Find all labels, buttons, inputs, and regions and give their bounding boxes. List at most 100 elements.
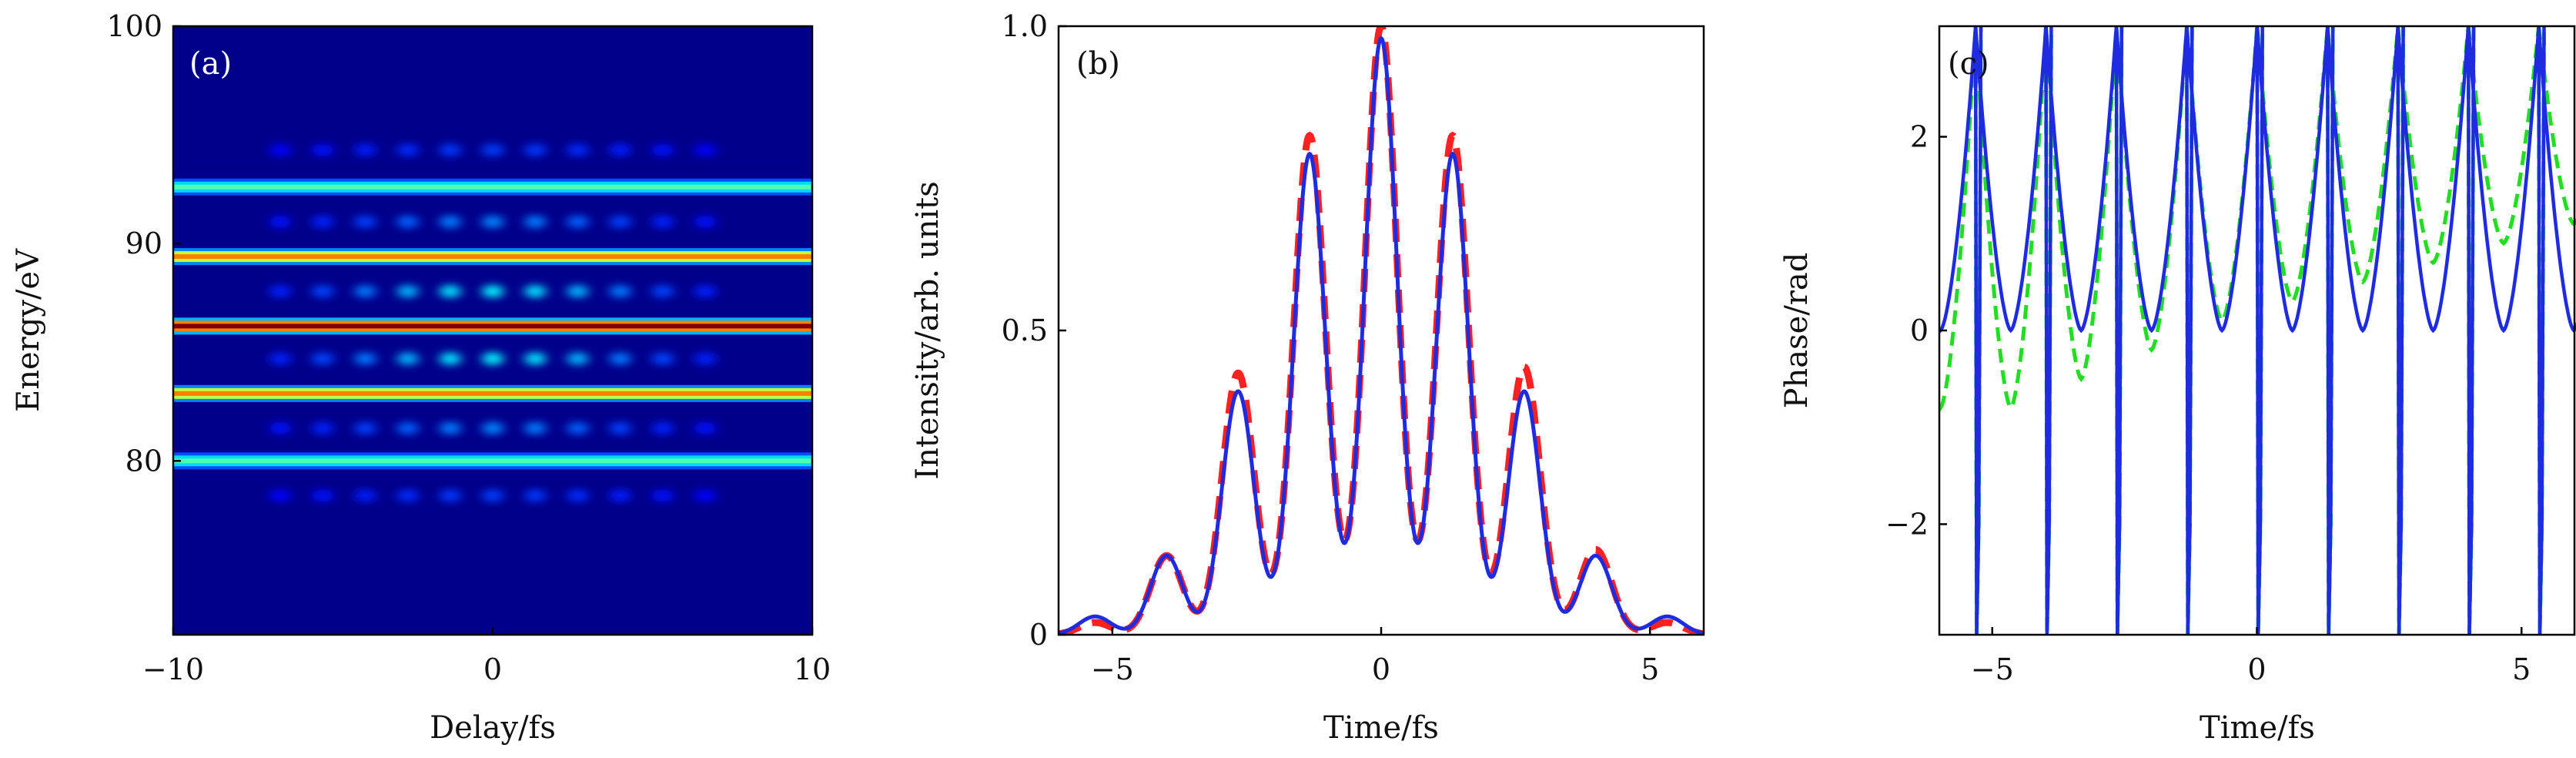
fringe-spot <box>567 143 589 156</box>
fringe-spot <box>312 421 334 434</box>
fringe-spot <box>312 352 334 365</box>
series-measured-phase <box>1939 26 2576 635</box>
fringe-spot <box>567 215 589 228</box>
harmonic-band-core <box>173 391 812 396</box>
panel-c: −5 0 5 −2 0 2 (c) Time/fs Phase/rad <box>1779 25 2576 746</box>
fringe-spot <box>524 421 547 434</box>
fringe-spot <box>354 421 376 434</box>
fringe-spot <box>651 421 674 434</box>
x-tick-label: 0 <box>2247 652 2266 686</box>
fringe-spot <box>609 421 631 434</box>
fringe-spot <box>396 143 419 156</box>
x-tick-label: −10 <box>142 652 204 686</box>
axis-ticks-b: −5 0 5 0 0.5 1.0 <box>1002 9 1660 686</box>
y-tick-label: 90 <box>125 226 162 260</box>
plot-frame-b <box>1057 25 1705 636</box>
x-tick-label: −5 <box>1091 652 1134 686</box>
y-axis-label-a: Energy/eV <box>11 248 46 412</box>
fringe-spot <box>651 143 674 156</box>
fringe-spot <box>694 215 716 228</box>
panel-label-c: (c) <box>1948 46 1989 82</box>
fringe-spot <box>482 143 503 156</box>
fringe-spot <box>439 143 461 156</box>
fringe-spot <box>354 143 376 156</box>
fringe-spot <box>694 285 716 298</box>
x-tick-label: 10 <box>794 652 831 686</box>
fringe-layer <box>269 143 716 502</box>
harmonic-band-core <box>173 458 812 464</box>
fringe-spot <box>439 215 461 228</box>
y-tick-label: 0 <box>1910 314 1929 347</box>
fringe-spot <box>396 489 419 502</box>
x-tick-label: 0 <box>483 652 502 686</box>
fringe-spot <box>609 143 631 156</box>
fringe-spot <box>694 352 716 365</box>
y-tick-label: 0.5 <box>1002 314 1048 347</box>
fringe-spot <box>609 352 631 365</box>
fringe-spot <box>609 489 631 502</box>
fringe-spot <box>567 421 589 434</box>
y-axis-label-c: Phase/rad <box>1779 253 1815 409</box>
panel-a: −10 0 10 80 90 100 (a) Delay/fs Energy/eV <box>11 9 831 746</box>
fringe-spot <box>354 215 376 228</box>
fringe-spot <box>524 143 547 156</box>
fringe-spot <box>439 285 461 298</box>
fringe-spot <box>651 489 674 502</box>
fringe-spot <box>439 489 461 502</box>
fringe-spot <box>482 489 503 502</box>
harmonic-band-core <box>173 254 812 260</box>
fringe-spot <box>651 352 674 365</box>
y-tick-label: 80 <box>125 444 162 478</box>
fringe-spot <box>482 352 503 365</box>
x-axis-label-a: Delay/fs <box>430 710 556 746</box>
fringe-spot <box>269 143 292 156</box>
fringe-spot <box>609 285 631 298</box>
series-retrieved <box>1059 35 1704 635</box>
panel-b: −5 0 5 0 0.5 1.0 (b) Time/fs Intensity/arb. u… <box>910 9 1705 746</box>
fringe-spot <box>567 489 589 502</box>
fringe-spot <box>651 285 674 298</box>
axis-ticks-a: −10 0 10 80 90 100 <box>106 9 831 686</box>
plot-lines-b <box>1059 26 1704 635</box>
fringe-spot <box>439 352 461 365</box>
plot-lines-c <box>1939 26 2576 635</box>
fringe-spot <box>312 489 334 502</box>
y-tick-label: 100 <box>106 9 162 43</box>
fringe-spot <box>312 143 334 156</box>
fringe-spot <box>269 489 292 502</box>
x-tick-label: 5 <box>1641 652 1659 686</box>
fringe-spot <box>694 143 716 156</box>
fringe-spot <box>567 352 589 365</box>
fringe-spot <box>354 489 376 502</box>
heatmap-content <box>173 143 812 502</box>
axis-ticks-c: −5 0 5 −2 0 2 <box>1885 120 2531 686</box>
harmonic-band-core <box>173 184 812 190</box>
fringe-spot <box>482 285 503 298</box>
fringe-spot <box>482 215 503 228</box>
fringe-spot <box>269 215 292 228</box>
fringe-spot <box>396 421 419 434</box>
series-measured <box>1059 26 1704 635</box>
fringe-spot <box>524 285 547 298</box>
panel-label-a: (a) <box>189 46 232 82</box>
y-tick-label: 2 <box>1910 120 1929 154</box>
harmonic-band-core <box>173 324 812 329</box>
x-axis-label-c: Time/fs <box>2200 710 2315 746</box>
fringe-spot <box>482 421 503 434</box>
fringe-spot <box>651 215 674 228</box>
y-axis-label-b: Intensity/arb. units <box>910 181 945 479</box>
fringe-spot <box>354 285 376 298</box>
y-tick-label: −2 <box>1885 507 1929 541</box>
fringe-spot <box>269 421 292 434</box>
fringe-spot <box>524 352 547 365</box>
fringe-spot <box>354 352 376 365</box>
x-axis-label-b: Time/fs <box>1323 710 1439 746</box>
x-tick-label: 5 <box>2512 652 2531 686</box>
x-tick-label: −5 <box>1971 652 2014 686</box>
fringe-spot <box>396 352 419 365</box>
fringe-spot <box>396 285 419 298</box>
y-tick-label: 1.0 <box>1002 9 1048 43</box>
y-tick-label: 0 <box>1029 618 1048 652</box>
fringe-spot <box>269 352 292 365</box>
